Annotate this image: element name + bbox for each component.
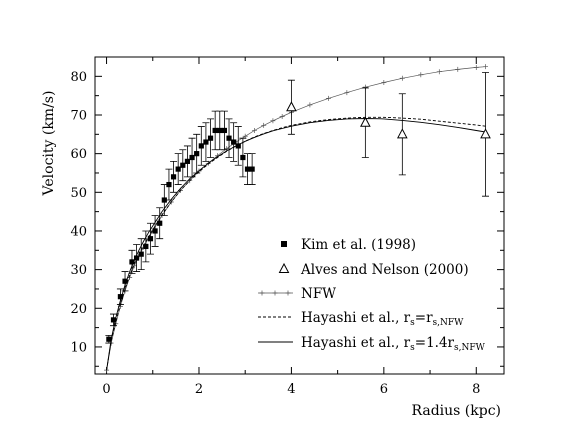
y-tick-label: 80	[70, 70, 87, 85]
data-point	[249, 166, 255, 172]
nfw-plus-marker	[224, 146, 230, 152]
legend-label: Hayashi et al., rs=1.4rs,NFW	[301, 335, 486, 353]
nfw-plus-marker	[270, 118, 276, 124]
data-point	[212, 127, 218, 134]
data-point	[286, 101, 297, 112]
data-point	[152, 228, 158, 234]
legend-label: Kim et al. (1998)	[301, 237, 416, 253]
data-point	[122, 278, 128, 284]
nfw-plus-marker	[251, 127, 257, 133]
data-point	[175, 166, 181, 172]
legend-subscript: s,NFW	[454, 343, 486, 353]
data-point	[217, 127, 223, 134]
x-tick-label: 8	[472, 382, 480, 397]
plot-frame	[94, 56, 505, 375]
data-point	[198, 143, 204, 149]
data-point	[189, 154, 195, 161]
nfw-plus-marker	[344, 90, 350, 96]
y-tick-label: 30	[70, 263, 87, 278]
legend-plus-marker	[272, 290, 278, 296]
y-tick-label: 70	[70, 108, 87, 123]
nfw-plus-marker	[455, 66, 461, 72]
data-point	[138, 251, 144, 257]
x-tick-label: 4	[287, 382, 295, 397]
legend-label: Hayashi et al., rs=rs,NFW	[301, 310, 464, 328]
legend-plus-marker	[259, 290, 265, 296]
nfw-plus-marker	[418, 72, 424, 78]
data-point	[161, 197, 167, 203]
data-point	[129, 259, 135, 265]
data-point	[231, 139, 237, 145]
nfw-plus-marker	[436, 69, 442, 75]
y-tick-label: 20	[70, 302, 87, 317]
data-point	[203, 139, 209, 145]
data-point	[117, 294, 124, 300]
legend-text: =r	[415, 310, 433, 326]
data-point	[184, 158, 191, 164]
y-axis-label: Velocity (km/s)	[41, 91, 57, 197]
legend-label: NFW	[301, 286, 336, 302]
data-point	[106, 336, 112, 342]
data-point	[133, 255, 140, 261]
data-point	[166, 181, 172, 188]
legend-plus-marker	[285, 290, 291, 296]
axis-ticks	[95, 57, 504, 374]
y-tick-label: 50	[70, 186, 87, 201]
data-point	[147, 236, 154, 242]
data-markers	[106, 101, 491, 342]
x-tick-label: 6	[380, 382, 388, 397]
y-tick-labels: 10 20 30 40 50 60 70 80	[70, 70, 87, 356]
legend-marker	[278, 262, 290, 273]
y-tick-label: 40	[70, 224, 87, 239]
data-point	[360, 116, 371, 127]
data-point	[226, 135, 232, 141]
data-point	[157, 220, 163, 226]
nfw-plus-marker	[381, 80, 387, 86]
series-line	[106, 116, 486, 371]
legend-subscript: s,NFW	[433, 318, 465, 328]
nfw-plus-marker	[399, 75, 405, 81]
nfw-plus-marker	[325, 95, 331, 101]
x-axis-label: Radius (kpc)	[411, 403, 501, 419]
y-tick-label: 10	[70, 340, 87, 355]
nfw-plus-marker	[473, 64, 479, 70]
data-point	[207, 135, 214, 141]
legend-text: Hayashi et al., r	[301, 310, 411, 326]
series-line	[106, 118, 486, 371]
legend: Kim et al. (1998) Alves and Nelson (2000)…	[258, 237, 486, 353]
x-tick-label: 2	[195, 382, 203, 397]
legend-text: Hayashi et al., r	[301, 335, 411, 351]
data-point	[240, 154, 246, 161]
data-point	[170, 174, 177, 180]
error-bars	[105, 72, 490, 344]
data-point	[221, 127, 228, 134]
legend-label: Alves and Nelson (2000)	[300, 262, 469, 278]
nfw-plus-marker	[307, 102, 313, 108]
nfw-plus-marker	[483, 64, 489, 70]
x-tick-labels: 0 2 4 6 8	[102, 382, 480, 397]
nfw-plus-marker	[279, 114, 285, 120]
legend-subscript: s	[410, 318, 415, 328]
legend-marker	[281, 241, 287, 247]
data-point	[180, 162, 186, 168]
legend-subscript: s	[410, 343, 415, 353]
data-point	[480, 128, 491, 139]
x-tick-label: 0	[102, 382, 110, 397]
data-point	[244, 166, 251, 172]
data-point	[235, 143, 241, 149]
nfw-plus-marker	[261, 122, 267, 128]
legend-text: =1.4r	[415, 335, 455, 351]
data-point	[194, 151, 200, 157]
y-tick-label: 60	[70, 147, 87, 162]
data-point	[110, 317, 117, 323]
data-point	[143, 243, 149, 250]
data-point	[396, 128, 408, 139]
